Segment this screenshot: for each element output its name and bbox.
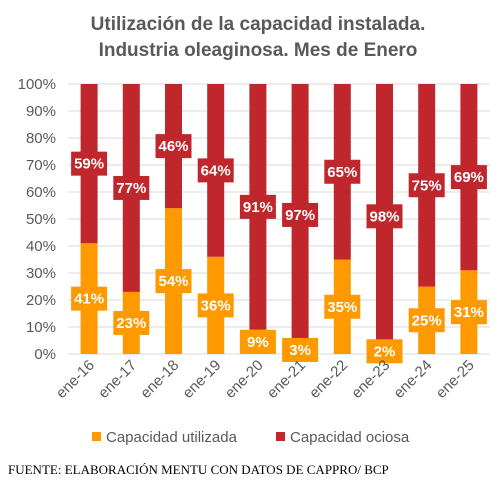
data-label-box xyxy=(155,134,192,159)
data-label-box xyxy=(450,165,487,190)
data-label: 54% xyxy=(158,273,188,290)
y-tick-label: 100% xyxy=(18,76,56,93)
x-tick-label: ene-16 xyxy=(53,357,98,402)
data-label: 36% xyxy=(201,297,231,314)
data-label-box xyxy=(366,204,403,229)
legend-swatch xyxy=(92,432,101,441)
data-label-box xyxy=(113,310,150,335)
data-label-box xyxy=(282,202,319,227)
x-tick-label: ene-22 xyxy=(306,357,351,402)
bars: 41% 59% 23% 77% 54% 46% 36% 64% 9% 91% 3% 97% 35% 65%… xyxy=(71,84,487,364)
data-label: 41% xyxy=(74,291,104,308)
chart-title-line-2: Industria oleaginosa. Mes de Enero xyxy=(99,40,418,61)
data-label: 98% xyxy=(369,208,399,225)
y-tick-label: 10% xyxy=(26,319,56,336)
data-label: 9% xyxy=(247,334,269,351)
legend: Capacidad utilizada Capacidad ociosa xyxy=(92,429,410,446)
x-tick-label: ene-25 xyxy=(433,357,478,402)
chart-title-line-1: Utilización de la capacidad instalada. xyxy=(91,14,426,35)
y-tick-label: 40% xyxy=(26,238,56,255)
data-label: 31% xyxy=(454,304,484,321)
y-tick-label: 50% xyxy=(26,211,56,228)
data-label: 91% xyxy=(243,199,273,216)
y-tick-label: 80% xyxy=(26,130,56,147)
x-tick-label: ene-21 xyxy=(264,357,309,402)
data-label-box xyxy=(324,294,361,319)
x-tick-label: ene-19 xyxy=(179,357,224,402)
data-label: 35% xyxy=(327,299,357,316)
data-label: 64% xyxy=(201,162,231,179)
x-tick-label: ene-18 xyxy=(137,357,182,402)
data-label-box xyxy=(113,175,150,200)
data-label-box xyxy=(197,158,234,183)
y-tick-label: 20% xyxy=(26,292,56,309)
x-axis: ene-16ene-17ene-18ene-19ene-20ene-21ene-… xyxy=(53,357,478,402)
data-label-box xyxy=(324,159,361,184)
data-label-box xyxy=(282,337,319,362)
data-label: 25% xyxy=(412,312,442,329)
data-label-box xyxy=(239,329,276,354)
x-tick-label: ene-24 xyxy=(390,357,435,402)
data-label-box xyxy=(71,151,108,176)
y-tick-label: 60% xyxy=(26,184,56,201)
x-tick-label: ene-17 xyxy=(95,357,140,402)
y-axis: 0% 10% 20% 30% 40% 50% 60% 70% 80% 90% 100% xyxy=(18,76,56,363)
data-label: 75% xyxy=(412,177,442,194)
data-label: 97% xyxy=(285,207,315,224)
legend-label: Capacidad utilizada xyxy=(106,429,238,446)
data-label-box xyxy=(408,308,445,333)
data-label-box xyxy=(408,173,445,198)
data-label: 59% xyxy=(74,156,104,173)
data-label: 77% xyxy=(116,180,146,197)
data-label-box xyxy=(450,300,487,325)
data-label: 3% xyxy=(289,342,311,359)
y-tick-label: 70% xyxy=(26,157,56,174)
y-tick-label: 0% xyxy=(34,346,56,363)
data-label-box xyxy=(366,339,403,364)
y-tick-label: 90% xyxy=(26,103,56,120)
data-label: 69% xyxy=(454,169,484,186)
stacked-bar-chart: Utilización de la capacidad instalada. I… xyxy=(18,14,490,446)
data-label-box xyxy=(155,269,192,294)
data-label: 65% xyxy=(327,164,357,181)
data-label: 2% xyxy=(374,343,396,360)
source-note: FUENTE: ELABORACIÓN MENTU CON DATOS DE C… xyxy=(8,462,389,477)
data-label-box xyxy=(197,293,234,318)
x-tick-label: ene-20 xyxy=(222,357,267,402)
y-tick-label: 30% xyxy=(26,265,56,282)
data-label-box xyxy=(71,286,108,311)
data-label: 23% xyxy=(116,315,146,332)
data-label: 46% xyxy=(158,138,188,155)
legend-label: Capacidad ociosa xyxy=(290,429,410,446)
legend-swatch xyxy=(276,432,285,441)
data-label-box xyxy=(239,194,276,219)
x-tick-label: ene-23 xyxy=(348,357,393,402)
